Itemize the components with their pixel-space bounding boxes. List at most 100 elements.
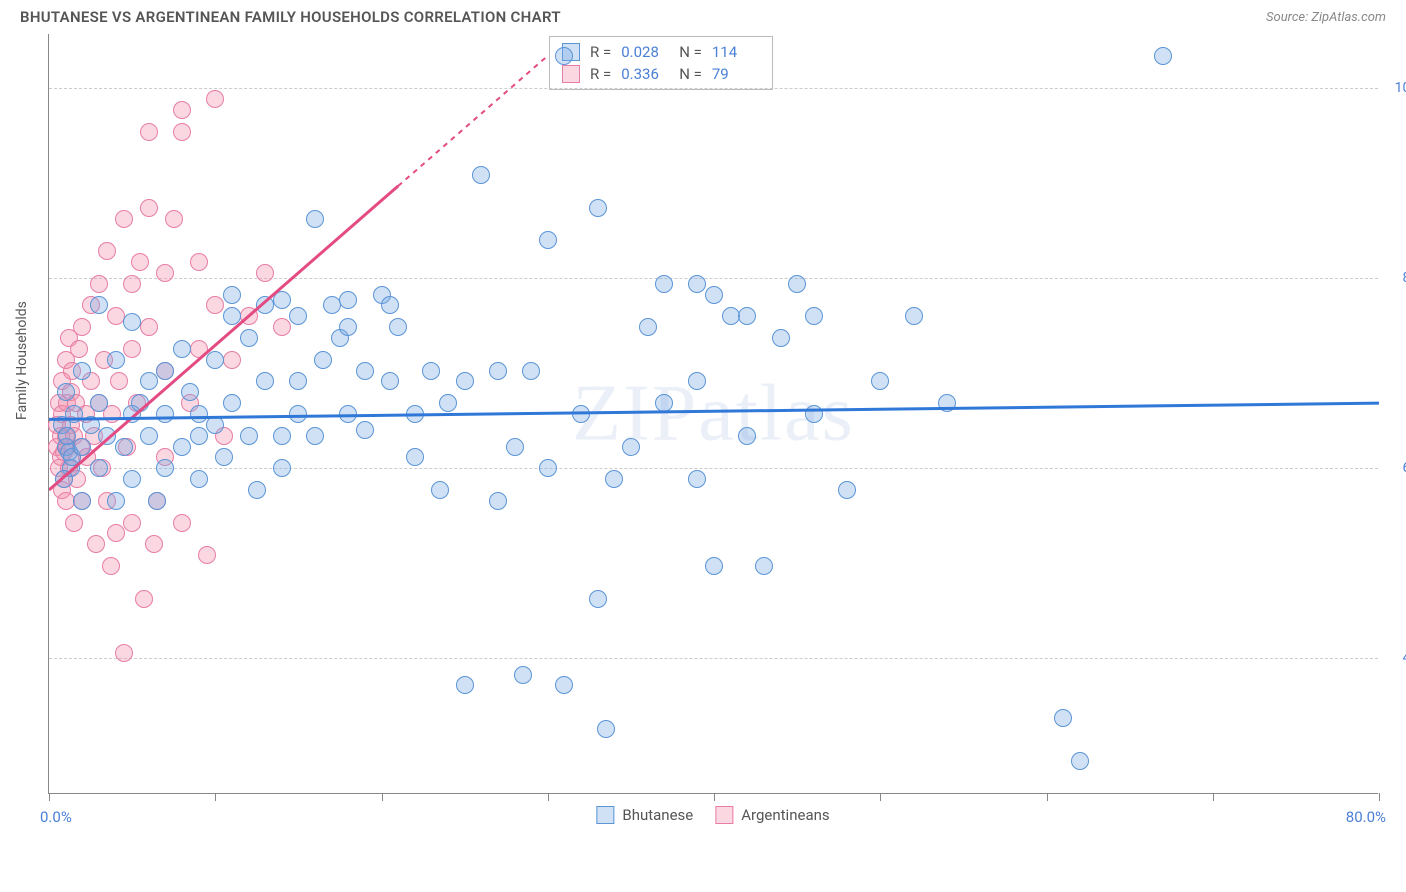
point-argentineans [190,340,208,358]
point-bhutanese [306,427,324,445]
stat-r-value: 0.028 [621,43,669,61]
point-bhutanese [905,307,923,325]
point-bhutanese [107,351,125,369]
point-bhutanese [705,286,723,304]
point-argentineans [173,101,191,119]
point-bhutanese [688,275,706,293]
point-bhutanese [522,362,540,380]
point-bhutanese [156,362,174,380]
point-bhutanese [73,492,91,510]
point-bhutanese [323,296,341,314]
point-argentineans [140,199,158,217]
point-bhutanese [223,307,241,325]
point-bhutanese [788,275,806,293]
point-bhutanese [57,383,75,401]
x-axis-max-label: 80.0% [1346,808,1386,826]
point-bhutanese [655,275,673,293]
point-bhutanese [206,351,224,369]
point-bhutanese [705,557,723,575]
point-argentineans [140,318,158,336]
x-tick [215,793,216,801]
point-bhutanese [190,470,208,488]
point-bhutanese [314,351,332,369]
stat-r-value: 0.336 [621,65,669,83]
point-bhutanese [688,470,706,488]
legend-item: Argentineans [715,806,829,824]
point-bhutanese [156,405,174,423]
legend-label: Bhutanese [622,806,693,824]
y-tick-label: 100.0% [1395,80,1406,96]
point-bhutanese [148,492,166,510]
point-bhutanese [1054,709,1072,727]
point-argentineans [198,546,216,564]
point-bhutanese [98,427,116,445]
point-argentineans [102,557,120,575]
point-bhutanese [639,318,657,336]
point-bhutanese [539,459,557,477]
x-tick [1213,793,1214,801]
point-argentineans [87,535,105,553]
point-bhutanese [90,296,108,314]
point-bhutanese [655,394,673,412]
point-bhutanese [356,421,374,439]
point-bhutanese [938,394,956,412]
point-bhutanese [755,557,773,575]
legend-stat-row: R =0.336N =79 [562,63,760,85]
point-argentineans [115,644,133,662]
point-argentineans [98,242,116,260]
point-bhutanese [190,427,208,445]
point-bhutanese [306,210,324,228]
point-bhutanese [605,470,623,488]
point-bhutanese [123,313,141,331]
point-argentineans [65,514,83,532]
legend-label: Argentineans [741,806,829,824]
point-bhutanese [90,459,108,477]
correlation-legend: R =0.028N =114R =0.336N =79 [549,36,773,90]
legend-swatch [715,806,733,824]
point-bhutanese [539,231,557,249]
stat-n-value: 114 [712,43,760,61]
point-bhutanese [173,438,191,456]
point-bhutanese [688,372,706,390]
point-bhutanese [55,470,73,488]
point-bhutanese [206,416,224,434]
point-bhutanese [389,318,407,336]
point-bhutanese [223,286,241,304]
x-tick [49,793,50,801]
point-bhutanese [73,438,91,456]
point-argentineans [110,372,128,390]
point-argentineans [145,535,163,553]
point-argentineans [107,307,125,325]
trend-lines [49,34,1379,794]
point-bhutanese [273,427,291,445]
point-bhutanese [722,307,740,325]
point-bhutanese [65,405,83,423]
x-axis: 0.0% 80.0% BhutaneseArgentineans [48,804,1378,834]
source-credit: Source: ZipAtlas.com [1266,10,1386,25]
point-bhutanese [140,427,158,445]
point-argentineans [123,514,141,532]
point-bhutanese [431,481,449,499]
chart-title: BHUTANESE VS ARGENTINEAN FAMILY HOUSEHOL… [20,8,561,26]
point-argentineans [90,275,108,293]
point-bhutanese [273,291,291,309]
gridline [49,468,1378,469]
point-bhutanese [123,470,141,488]
point-bhutanese [173,340,191,358]
point-bhutanese [738,427,756,445]
point-bhutanese [514,666,532,684]
point-argentineans [206,296,224,314]
y-tick-label: 82.5% [1402,270,1406,286]
point-argentineans [156,264,174,282]
point-bhutanese [339,318,357,336]
point-bhutanese [589,590,607,608]
point-bhutanese [805,405,823,423]
point-bhutanese [406,405,424,423]
point-bhutanese [82,416,100,434]
series-legend: Bhutanese Argentineans [596,806,829,824]
stat-n-value: 79 [712,65,760,83]
point-bhutanese [838,481,856,499]
point-bhutanese [90,394,108,412]
point-argentineans [190,253,208,271]
point-bhutanese [772,329,790,347]
